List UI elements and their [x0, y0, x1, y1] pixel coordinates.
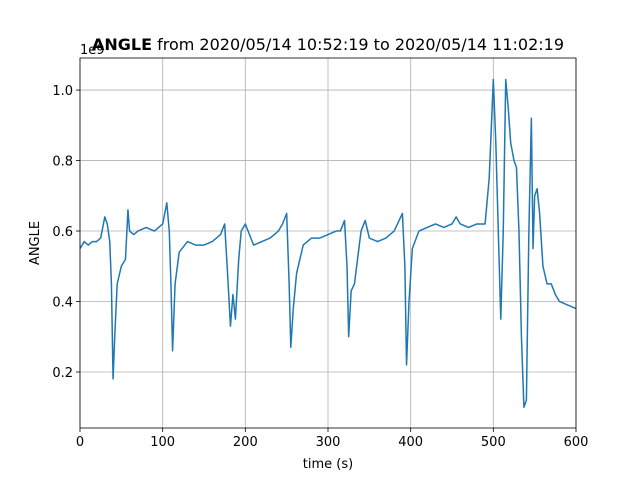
offset-text: 1e9	[80, 43, 105, 58]
title-rest: from 2020/05/14 10:52:19 to 2020/05/14 1…	[157, 35, 564, 54]
x-axis-label: time (s)	[303, 457, 353, 472]
x-tick-label: 200	[233, 435, 258, 450]
data-line	[79, 78, 577, 408]
x-tick-label: 400	[398, 435, 423, 450]
x-tick-label: 0	[76, 435, 84, 450]
y-tick-label: 0.6	[52, 225, 73, 240]
y-tick-label: 1.0	[52, 84, 73, 99]
x-tick-label: 600	[564, 435, 589, 450]
chart-title: ANGLE from 2020/05/14 10:52:19 to 2020/0…	[92, 35, 564, 54]
x-tick-label: 500	[481, 435, 506, 450]
title-bold: ANGLE	[92, 35, 152, 54]
y-tick-label: 0.4	[52, 295, 73, 310]
x-tick-label: 100	[150, 435, 175, 450]
plot-frame	[79, 57, 577, 429]
y-tick-label: 0.2	[52, 366, 73, 381]
y-tick-label: 0.8	[52, 155, 73, 170]
x-tick-label: 300	[316, 435, 341, 450]
y-axis-label: ANGLE	[28, 221, 43, 265]
